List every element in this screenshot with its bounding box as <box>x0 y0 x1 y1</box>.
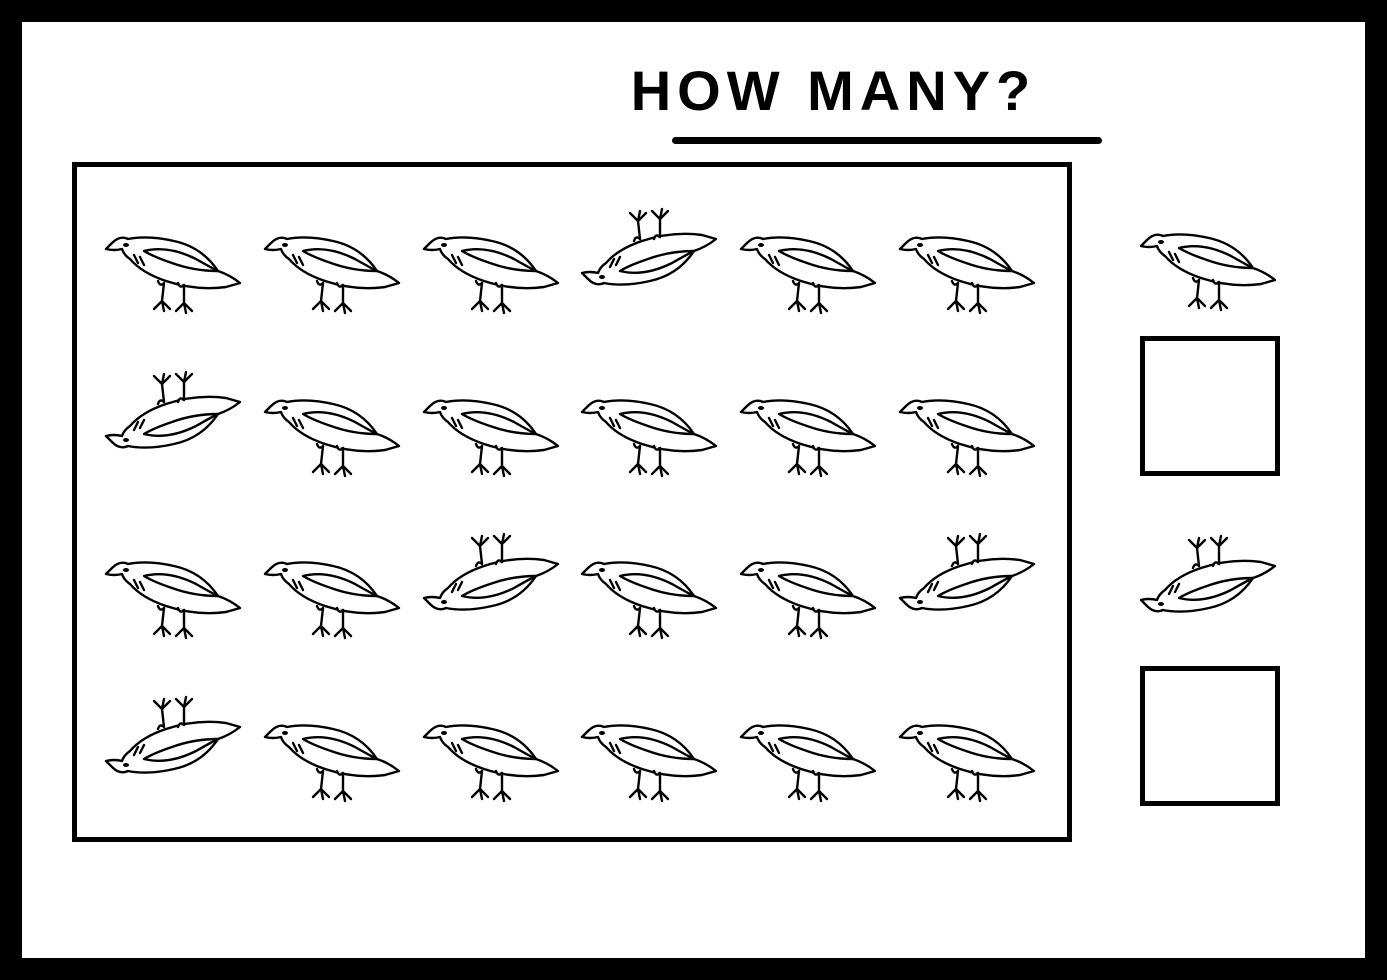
bird-icon <box>100 526 250 646</box>
bird-icon <box>259 526 409 646</box>
answer-group-flipped <box>1135 528 1285 806</box>
bird-icon <box>894 526 1044 646</box>
grid-bird-cell <box>99 683 252 816</box>
bird-icon <box>100 364 250 484</box>
bird-icon <box>418 201 568 321</box>
bird-icon <box>894 364 1044 484</box>
bird-icon <box>735 526 885 646</box>
grid-bird-cell <box>892 358 1045 491</box>
bird-icon <box>1135 528 1285 648</box>
grid-bird-cell <box>892 683 1045 816</box>
bird-icon <box>259 201 409 321</box>
grid-bird-cell <box>575 683 728 816</box>
bird-icon <box>418 689 568 809</box>
bird-icon <box>100 689 250 809</box>
bird-icon <box>576 526 726 646</box>
grid-bird-cell <box>258 520 411 653</box>
bird-icon <box>1135 198 1285 318</box>
bird-icon <box>259 364 409 484</box>
bird-icon <box>576 364 726 484</box>
bird-icon <box>576 689 726 809</box>
answer-column <box>1110 162 1310 842</box>
answer-group-upright <box>1135 198 1285 476</box>
grid-bird-cell <box>575 358 728 491</box>
grid-bird-cell <box>258 195 411 328</box>
grid-bird-cell <box>416 520 569 653</box>
grid-bird-cell <box>99 358 252 491</box>
grid-bird-cell <box>734 195 887 328</box>
bird-icon <box>259 689 409 809</box>
grid-bird-cell <box>892 195 1045 328</box>
bird-grid <box>99 195 1045 815</box>
bird-icon <box>418 526 568 646</box>
grid-bird-cell <box>416 358 569 491</box>
bird-icon <box>735 689 885 809</box>
bird-icon <box>1135 198 1285 318</box>
bird-icon <box>894 201 1044 321</box>
worksheet-frame: HOW MANY? <box>0 0 1387 980</box>
grid-bird-cell <box>892 520 1045 653</box>
answer-input-box[interactable] <box>1140 336 1280 476</box>
grid-bird-cell <box>99 195 252 328</box>
grid-bird-cell <box>99 520 252 653</box>
bird-icon <box>576 201 726 321</box>
bird-icon <box>894 689 1044 809</box>
title-underline <box>672 137 1102 144</box>
grid-bird-cell <box>734 683 887 816</box>
bird-icon <box>735 364 885 484</box>
content-row <box>72 162 1315 842</box>
bird-icon <box>1135 528 1285 648</box>
grid-bird-cell <box>258 683 411 816</box>
grid-bird-cell <box>258 358 411 491</box>
grid-bird-cell <box>734 358 887 491</box>
bird-icon <box>418 364 568 484</box>
answer-input-box[interactable] <box>1140 666 1280 806</box>
worksheet-title: HOW MANY? <box>352 58 1315 123</box>
grid-bird-cell <box>416 195 569 328</box>
counting-grid-box <box>72 162 1072 842</box>
grid-bird-cell <box>416 683 569 816</box>
title-area: HOW MANY? <box>72 58 1315 144</box>
bird-icon <box>100 201 250 321</box>
grid-bird-cell <box>734 520 887 653</box>
grid-bird-cell <box>575 195 728 328</box>
grid-bird-cell <box>575 520 728 653</box>
bird-icon <box>735 201 885 321</box>
